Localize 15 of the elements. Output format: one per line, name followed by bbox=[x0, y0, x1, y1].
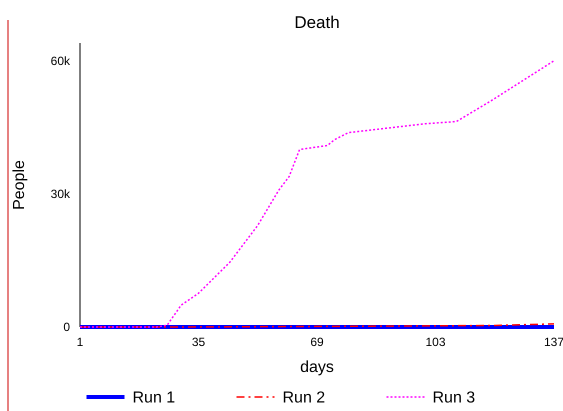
legend-label: Run 1 bbox=[132, 390, 176, 407]
x-tick-label: 103 bbox=[425, 335, 446, 349]
legend-label: Run 3 bbox=[432, 390, 476, 407]
x-axis-title: days bbox=[300, 359, 334, 376]
chart-title: Death bbox=[294, 13, 340, 32]
x-tick-label: 1 bbox=[76, 335, 84, 349]
x-tick-label: 137 bbox=[544, 335, 563, 349]
line-series bbox=[79, 60, 555, 328]
y-tick-label: 60k bbox=[50, 54, 71, 68]
y-tick-label: 30k bbox=[50, 187, 71, 202]
y-axis-title: People bbox=[11, 160, 28, 210]
y-tick-label: 0 bbox=[63, 320, 70, 334]
x-tick-label: 35 bbox=[192, 335, 206, 349]
legend-label: Run 2 bbox=[282, 390, 326, 407]
x-tick-label: 69 bbox=[310, 335, 324, 349]
